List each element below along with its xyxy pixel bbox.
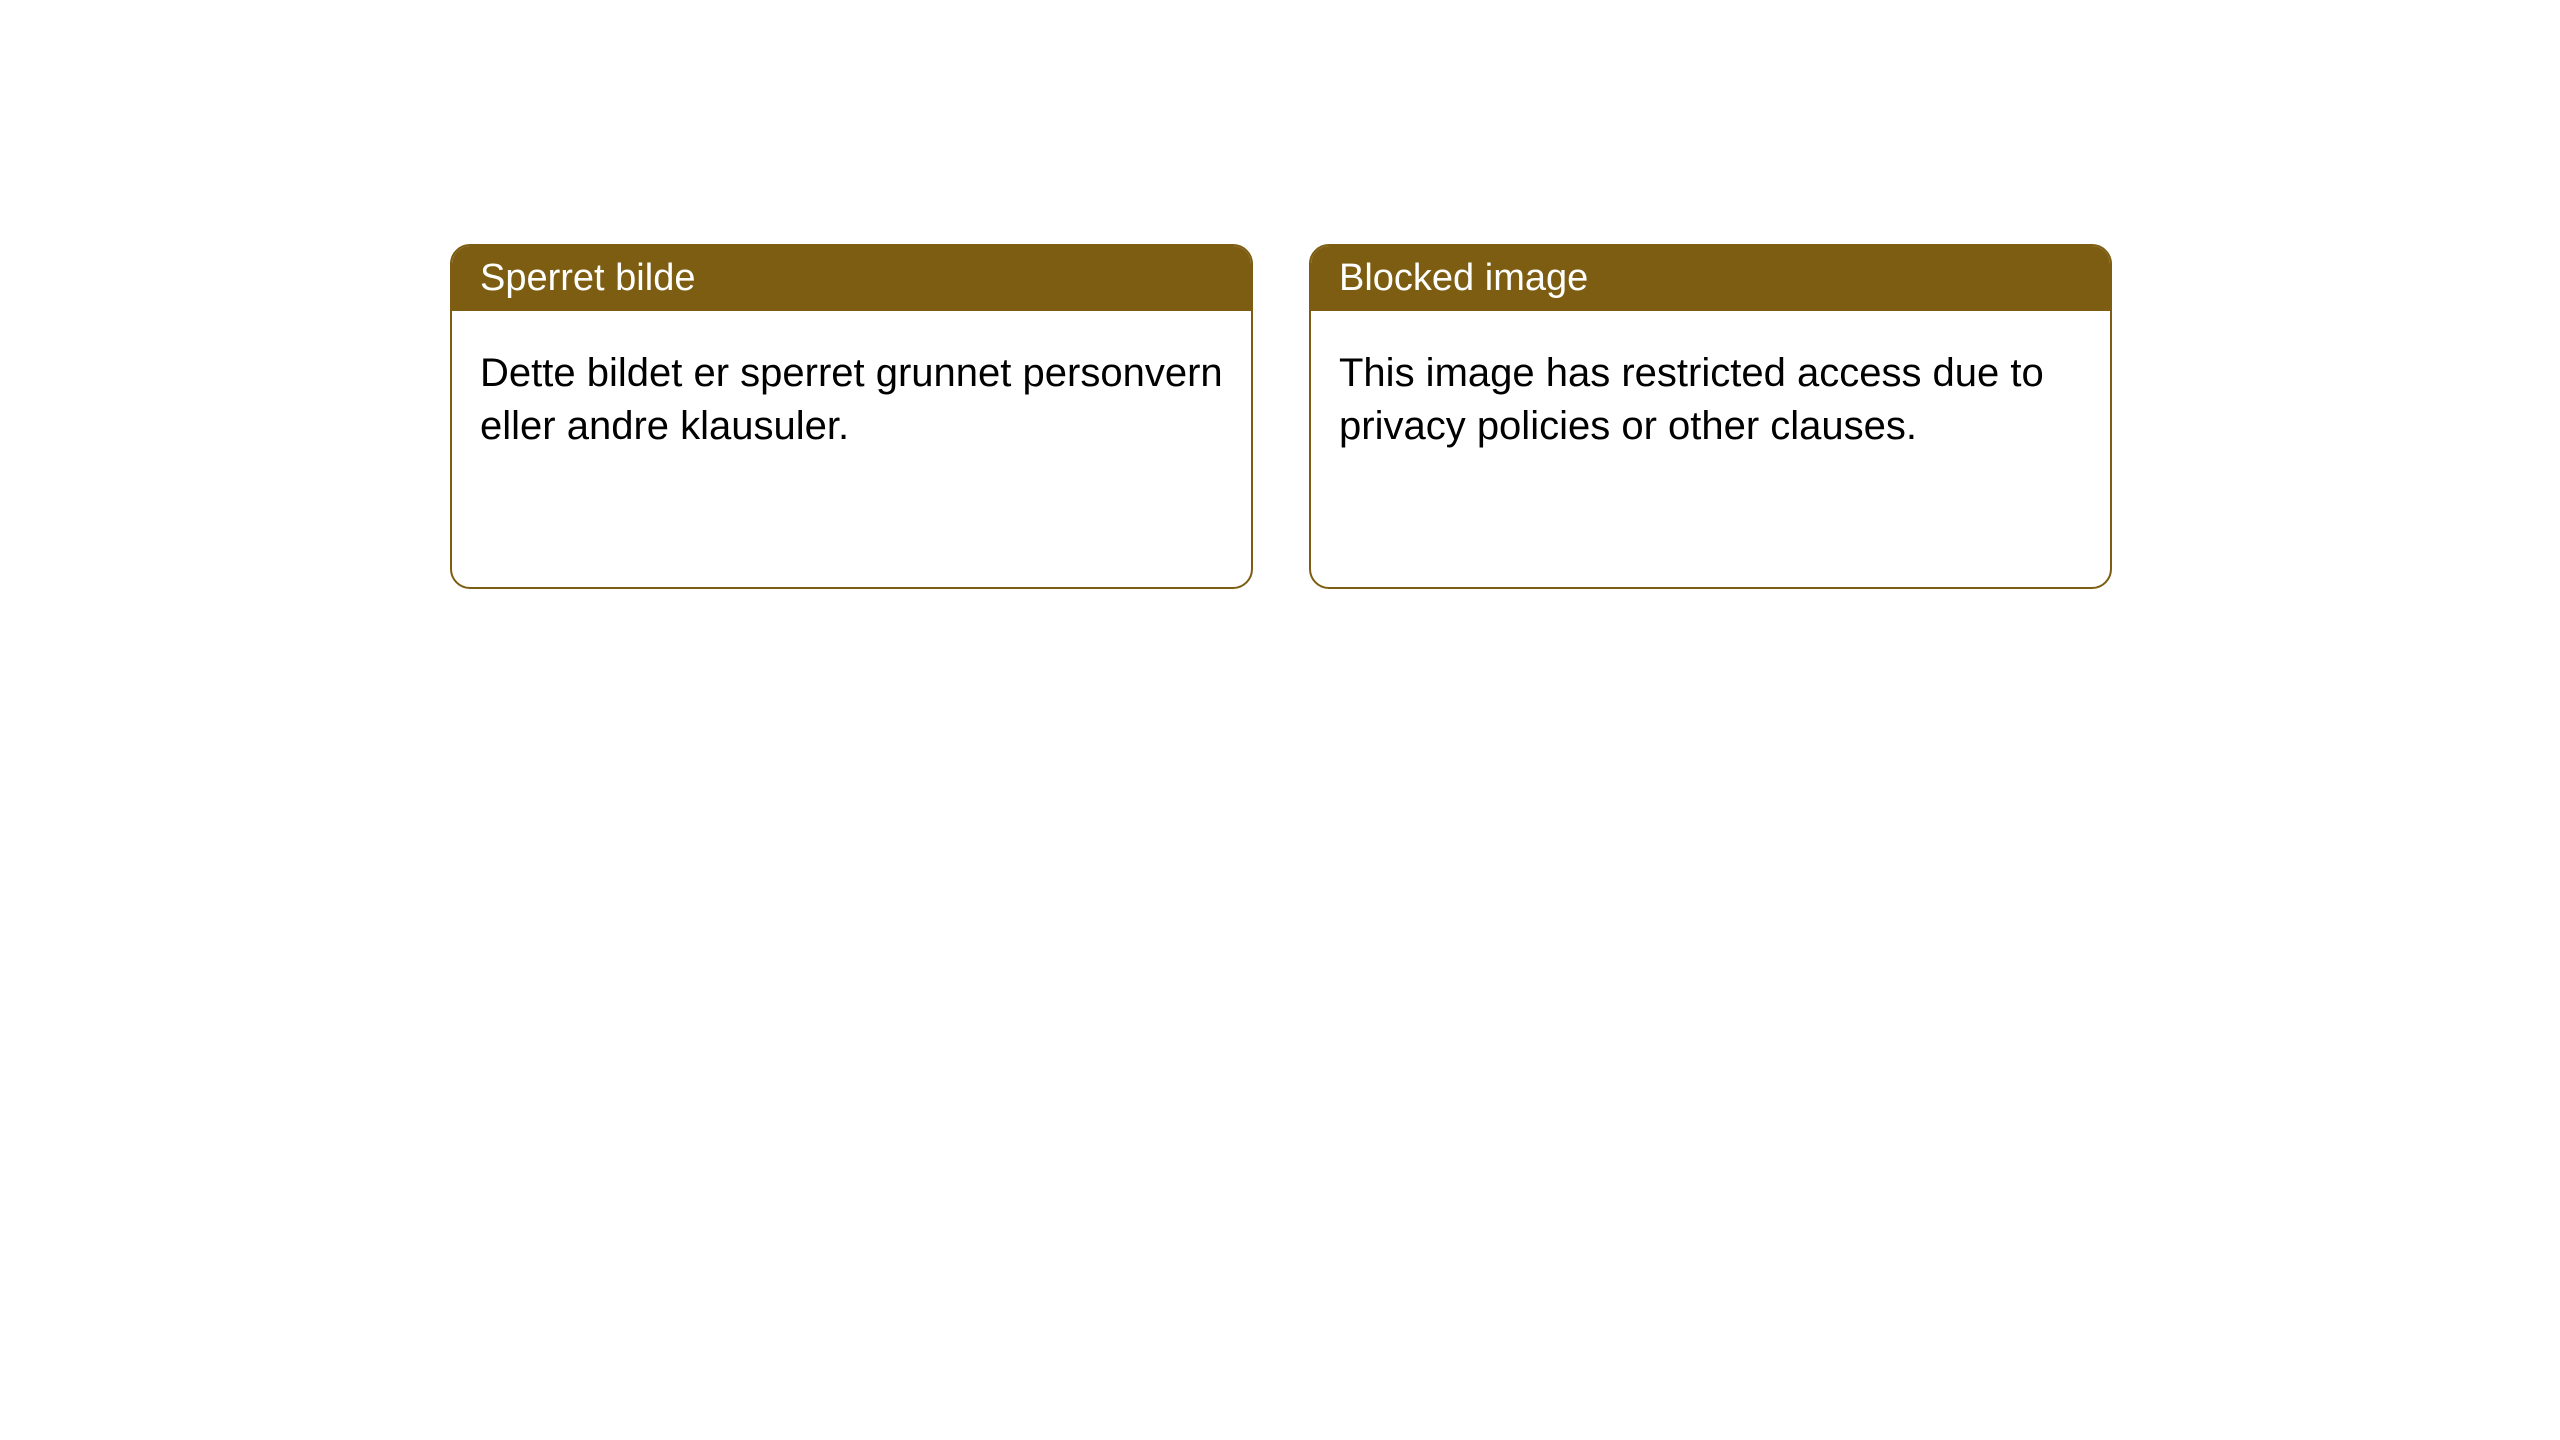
notice-card-norwegian: Sperret bilde Dette bildet er sperret gr… xyxy=(450,244,1253,589)
card-header: Sperret bilde xyxy=(452,246,1251,311)
card-header: Blocked image xyxy=(1311,246,2110,311)
card-body: Dette bildet er sperret grunnet personve… xyxy=(452,311,1251,587)
card-body-text: Dette bildet er sperret grunnet personve… xyxy=(480,351,1223,448)
notice-card-english: Blocked image This image has restricted … xyxy=(1309,244,2112,589)
card-title: Blocked image xyxy=(1339,257,1588,299)
card-body-text: This image has restricted access due to … xyxy=(1339,351,2044,448)
card-title: Sperret bilde xyxy=(480,257,695,299)
notice-cards-container: Sperret bilde Dette bildet er sperret gr… xyxy=(0,0,2560,589)
card-body: This image has restricted access due to … xyxy=(1311,311,2110,587)
